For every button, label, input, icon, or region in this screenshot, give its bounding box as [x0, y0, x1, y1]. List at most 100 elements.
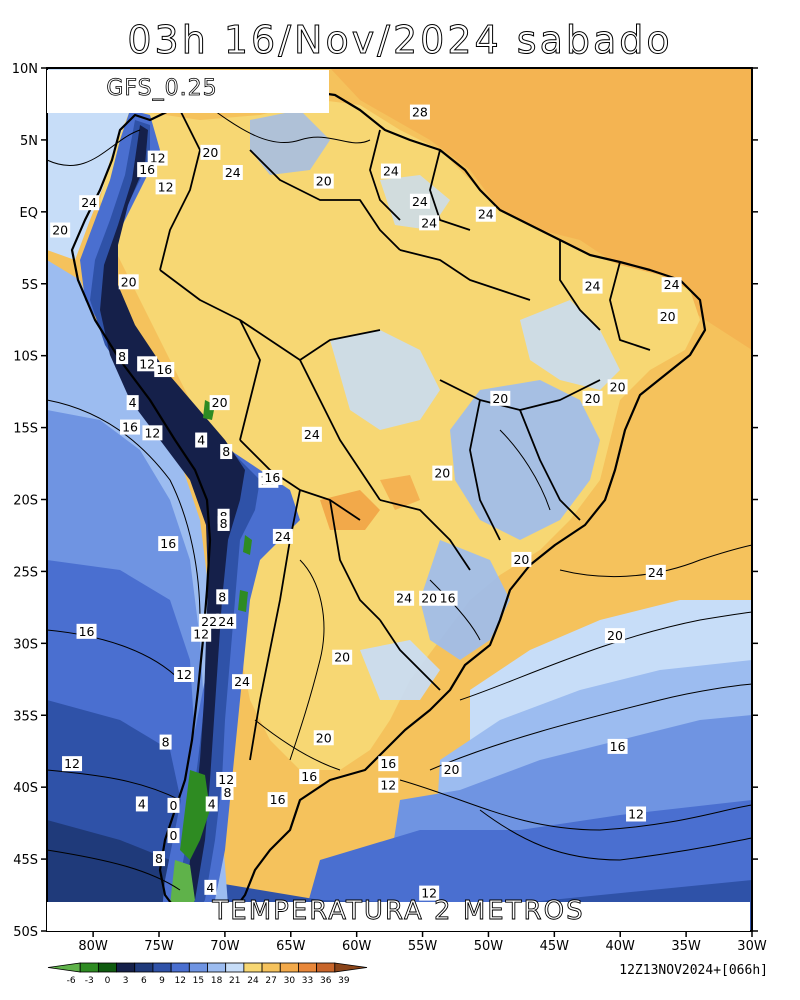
contour-label: 8 — [217, 515, 230, 531]
contour-label: 20 — [432, 465, 453, 481]
contour-label-text: 16 — [160, 536, 176, 551]
lat-tick-label: 50S — [13, 925, 38, 940]
contour-label-text: 20 — [202, 145, 218, 160]
model-label: GFS_0.25 — [106, 76, 218, 102]
contour-label-text: 20 — [610, 379, 626, 394]
lat-tick-label: 45S — [13, 853, 38, 868]
contour-label-text: 8 — [220, 516, 228, 531]
contour-label-text: 20 — [434, 466, 450, 481]
contour-label: 20 — [490, 390, 511, 406]
colorbar-label: -3 — [85, 976, 94, 986]
contour-label-text: 4 — [138, 796, 146, 811]
contour-label: 16 — [607, 738, 628, 754]
variable-label: TEMPERATURA 2 METROS — [212, 896, 585, 927]
colorbar-label: 0 — [105, 976, 111, 986]
contour-label-text: 12 — [139, 356, 155, 371]
colorbar-segment — [225, 962, 245, 973]
contour-label-text: 16 — [380, 756, 396, 771]
colorbar-segment — [79, 962, 99, 973]
contour-label: 16 — [120, 419, 141, 435]
contour-label-text: 12 — [176, 667, 192, 682]
lat-tick-label: 15S — [13, 422, 38, 437]
lat-tick-label: EQ — [20, 206, 38, 221]
contour-label-text: 20 — [660, 309, 676, 324]
colorbar-label: 6 — [141, 976, 147, 986]
contour-label: 16 — [137, 162, 158, 178]
contour-label: 4 — [195, 432, 208, 448]
contour-label: 20 — [313, 173, 334, 189]
contour-label: 12 — [62, 756, 83, 772]
colorbar-label: 39 — [338, 976, 350, 986]
contour-label: 8 — [153, 851, 166, 867]
contour-label-text: 12 — [158, 179, 174, 194]
contour-label: 20 — [332, 649, 353, 665]
lat-tick-label: 20S — [13, 494, 38, 509]
contour-label-text: 16 — [139, 162, 155, 177]
contour-label-text: 24 — [81, 195, 97, 210]
contour-label-text: 20 — [492, 391, 508, 406]
contour-label: 20 — [511, 551, 532, 567]
lat-tick-label: 5S — [21, 278, 38, 293]
colorbar-segment — [207, 962, 227, 973]
lon-tick-label: 65W — [276, 939, 306, 954]
temperature-field — [47, 68, 752, 931]
contour-label-text: 24 — [225, 165, 241, 180]
contour-label-text: 12 — [150, 151, 166, 166]
contour-label: 20 — [313, 730, 334, 746]
contour-label: 16 — [378, 756, 399, 772]
lat-tick-label: 40S — [13, 781, 38, 796]
contour-label-text: 16 — [122, 420, 138, 435]
country-borders — [159, 109, 651, 761]
contour-label-text: 24 — [304, 427, 320, 442]
contour-label: 16 — [154, 362, 175, 378]
colorbar-segment — [134, 962, 154, 973]
colorbar-segment — [298, 962, 318, 973]
lon-tick-label: 30W — [737, 939, 767, 954]
colorbar-segment — [188, 962, 208, 973]
contour-label: 16 — [437, 590, 458, 606]
contour-label-text: 20 — [444, 762, 460, 777]
contour-label-text: 20 — [52, 223, 68, 238]
colorbar-label: 21 — [229, 976, 240, 986]
contour-label-text: 8 — [118, 349, 126, 364]
contour-label: 4 — [126, 395, 139, 411]
map-title: 03h 16/Nov/2024 sabado — [127, 18, 673, 63]
colorbar-segment — [116, 962, 136, 973]
colorbar-segment — [279, 962, 299, 973]
contour-label: 24 — [645, 564, 666, 580]
colorbar-label: 3 — [123, 976, 129, 986]
lat-tick-label: 35S — [13, 709, 38, 724]
contour-label-text: 24 — [648, 565, 664, 580]
contour-label-text: 12 — [193, 627, 209, 642]
colorbar-label: 33 — [302, 976, 313, 986]
contour-label: 0 — [167, 797, 180, 813]
contour-label: 20 — [209, 395, 230, 411]
contour-label-text: 16 — [270, 792, 286, 807]
contour-label: 8 — [159, 734, 172, 750]
contour-label: 24 — [475, 206, 496, 222]
contour-label: 24 — [79, 195, 100, 211]
lon-tick-label: 75W — [144, 939, 174, 954]
contour-label: 20 — [607, 379, 628, 395]
colorbar-label: 9 — [159, 976, 165, 986]
contour-lines — [46, 99, 753, 891]
contour-label-text: 20 — [421, 591, 437, 606]
contour-label: 12 — [137, 356, 158, 372]
lon-tick-label: 80W — [78, 939, 108, 954]
contour-label-text: 0 — [170, 828, 178, 843]
contour-label: 20 — [582, 390, 603, 406]
contour-label-text: 20 — [334, 650, 350, 665]
contour-label: 4 — [205, 796, 218, 812]
lon-tick-label: 35W — [671, 939, 701, 954]
contour-label-text: 20 — [121, 274, 137, 289]
contour-label: 22 — [199, 613, 220, 629]
contour-label: 20 — [419, 590, 440, 606]
contour-label: 16 — [76, 623, 97, 639]
contour-label: 12 — [191, 626, 212, 642]
contour-label-text: 24 — [383, 164, 399, 179]
contour-label-text: 12 — [628, 806, 644, 821]
contour-label: 28 — [409, 104, 430, 120]
contour-label-text: 8 — [224, 785, 232, 800]
contour-label-text: 12 — [144, 425, 160, 440]
colorbar-segment — [97, 962, 117, 973]
